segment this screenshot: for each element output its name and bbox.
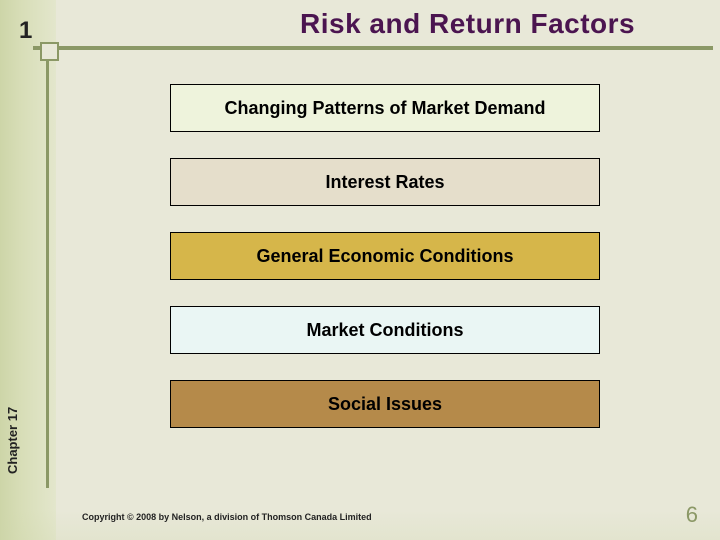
copyright-text: Copyright © 2008 by Nelson, a division o… [82,512,372,522]
chapter-label: Chapter 17 [5,407,20,474]
horizontal-divider [33,46,713,50]
vertical-divider [46,48,49,488]
page-number-top: 1 [19,17,32,45]
factor-box: Social Issues [170,380,600,428]
factor-box: Changing Patterns of Market Demand [170,84,600,132]
factor-box: General Economic Conditions [170,232,600,280]
slide-title: Risk and Return Factors [300,8,635,40]
slide-number-bottom: 6 [686,502,698,528]
factor-list: Changing Patterns of Market Demand Inter… [170,84,600,454]
factor-box: Market Conditions [170,306,600,354]
factor-box: Interest Rates [170,158,600,206]
